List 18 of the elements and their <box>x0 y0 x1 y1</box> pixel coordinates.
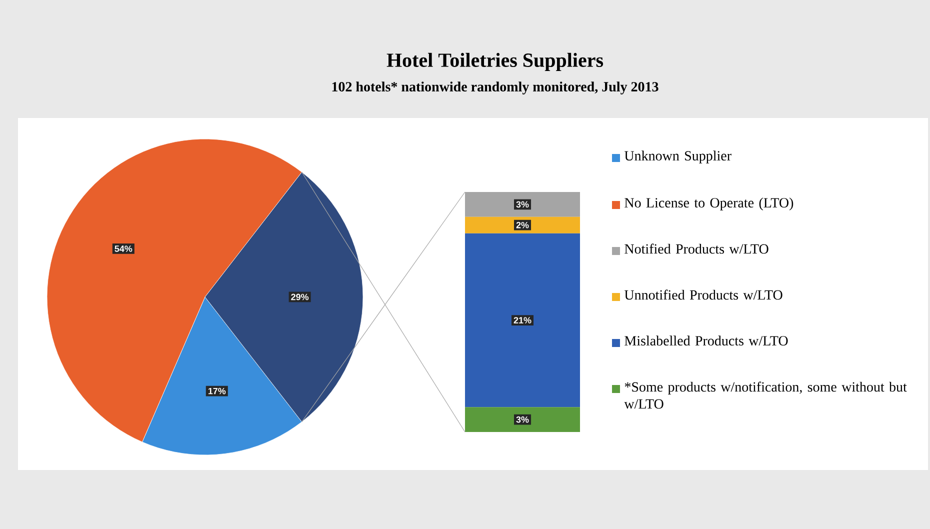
chart-title: Hotel Toiletries Suppliers <box>386 52 604 72</box>
data-label: 17% <box>208 388 226 394</box>
bar <box>465 233 580 408</box>
bar <box>465 407 580 432</box>
data-label: 29% <box>291 294 309 300</box>
legend-label: Mislabelled Products w/LTO <box>624 336 788 346</box>
data-label: 54% <box>114 246 132 252</box>
chart-subtitle: 102 hotels* nationwide randomly monitored, July 2013 <box>332 82 658 94</box>
legend-label: *Some products w/notification, some without but w/LTO <box>624 382 907 409</box>
legend-label: No License to Operate (LTO) <box>624 198 794 210</box>
bar <box>465 216 580 234</box>
data-label: 3% <box>516 201 529 208</box>
legend-label: Notified Products w/LTO <box>624 244 768 254</box>
legend-label: Unnotified Products w/LTO <box>624 290 782 300</box>
data-label: 2% <box>516 222 529 228</box>
data-label: 21% <box>514 317 532 324</box>
legend-label: Unknown Supplier <box>624 150 732 164</box>
data-label: 3% <box>516 416 529 423</box>
